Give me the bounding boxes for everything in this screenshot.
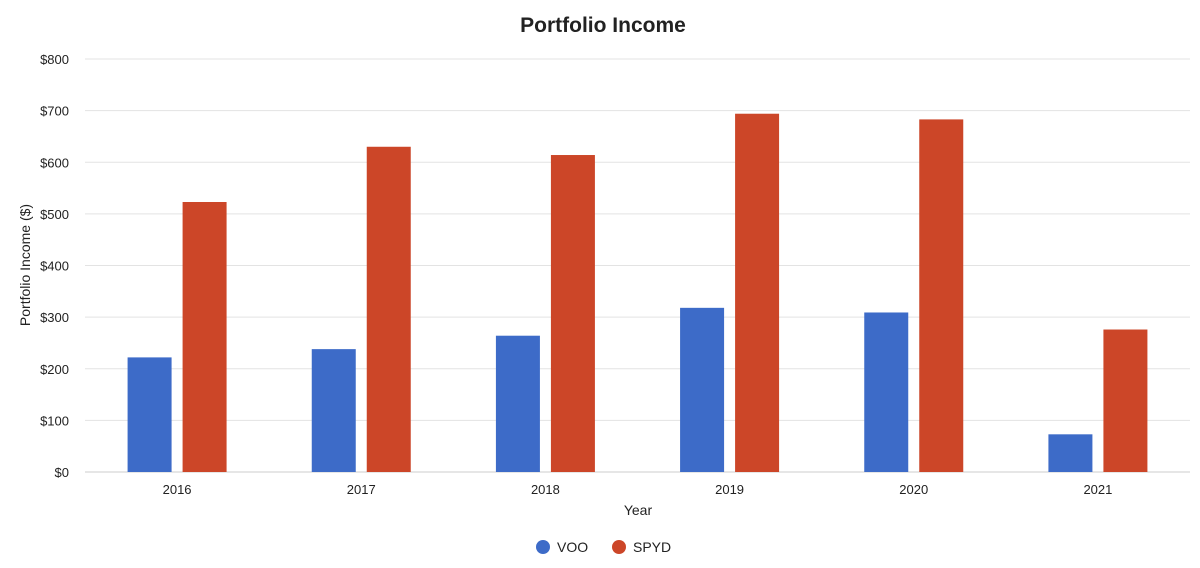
x-tick-label: 2021	[1083, 482, 1112, 497]
gridlines	[85, 58, 1190, 473]
chart-title: Portfolio Income	[520, 14, 686, 37]
x-axis-ticks: 2016 2017 2018 2019 2020 2021	[163, 482, 1113, 497]
legend-item-spyd[interactable]: SPYD	[612, 539, 671, 555]
y-tick-label: $100	[40, 413, 69, 428]
bar-spyd-2017	[366, 146, 411, 472]
bar-voo-2017	[311, 349, 356, 472]
x-tick-label: 2019	[715, 482, 744, 497]
x-tick-label: 2017	[347, 482, 376, 497]
y-axis-title: Portfolio Income ($)	[17, 204, 33, 326]
y-tick-label: $400	[40, 259, 69, 274]
y-tick-label: $800	[40, 52, 69, 67]
y-tick-label: $700	[40, 104, 69, 119]
bar-voo-2019	[680, 307, 725, 472]
bar-voo-2018	[495, 335, 540, 472]
legend-item-voo[interactable]: VOO	[536, 539, 588, 555]
legend-marker	[612, 540, 626, 554]
y-tick-label: $0	[55, 465, 69, 480]
y-tick-label: $500	[40, 207, 69, 222]
bar-spyd-2019	[735, 113, 780, 472]
bars	[127, 113, 1148, 473]
legend-label: VOO	[557, 539, 588, 555]
bar-voo-2021	[1048, 434, 1093, 472]
bar-spyd-2020	[919, 119, 964, 473]
x-tick-label: 2016	[163, 482, 192, 497]
bar-voo-2016	[127, 357, 172, 472]
x-tick-label: 2020	[899, 482, 928, 497]
legend-label: SPYD	[633, 539, 671, 555]
x-axis-title: Year	[624, 502, 653, 518]
legend-marker	[536, 540, 550, 554]
y-tick-label: $200	[40, 362, 69, 377]
bar-spyd-2016	[182, 202, 227, 472]
legend: VOO SPYD	[536, 539, 671, 555]
x-tick-label: 2018	[531, 482, 560, 497]
y-tick-label: $300	[40, 310, 69, 325]
bar-spyd-2021	[1103, 329, 1148, 472]
bar-spyd-2018	[550, 155, 595, 472]
bar-voo-2020	[864, 312, 909, 472]
y-tick-label: $600	[40, 155, 69, 170]
y-axis-ticks: $0 $100 $200 $300 $400 $500 $600 $700 $800	[40, 52, 69, 480]
